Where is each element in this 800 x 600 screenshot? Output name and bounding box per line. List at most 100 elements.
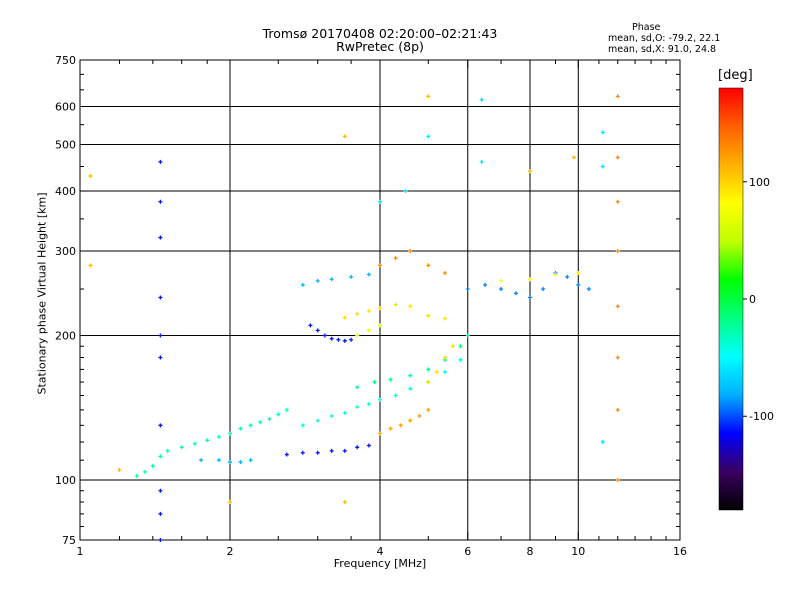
data-point (378, 323, 382, 328)
data-point (216, 458, 221, 463)
data-point (426, 94, 431, 99)
x-axis-label: Frequency [MHz] (333, 557, 427, 570)
colorbar-tick-label: 0 (749, 293, 756, 306)
data-point (499, 278, 504, 283)
data-point (315, 278, 320, 283)
data-point (442, 270, 447, 275)
data-point (322, 333, 327, 338)
data-point (378, 306, 382, 311)
data-point (158, 511, 163, 516)
data-point (398, 423, 403, 428)
data-point (355, 445, 360, 450)
data-point (300, 282, 305, 287)
data-point (165, 448, 170, 453)
data-point (514, 291, 519, 296)
data-point (238, 460, 243, 465)
data-point (571, 155, 576, 160)
data-point (158, 423, 163, 428)
data-point (553, 272, 558, 277)
data-point (479, 97, 484, 102)
data-point (355, 333, 360, 338)
data-point (284, 407, 289, 412)
chart-subtitle: RwPretec (8p) (336, 39, 424, 54)
data-point (308, 323, 313, 328)
data-point (458, 357, 463, 362)
data-point (600, 440, 605, 445)
colorbar (718, 87, 744, 511)
data-point (158, 159, 163, 164)
data-point (417, 413, 422, 418)
data-point (355, 404, 360, 409)
data-point (388, 377, 393, 382)
data-point (248, 458, 253, 463)
data-point (615, 355, 620, 360)
data-point (499, 287, 504, 292)
data-point (248, 423, 253, 428)
data-point (355, 385, 360, 390)
data-point (615, 478, 620, 483)
data-point (267, 417, 272, 422)
data-point (158, 199, 163, 204)
data-point (142, 469, 147, 474)
data-point (458, 344, 463, 349)
data-point (158, 355, 163, 360)
data-point (442, 369, 447, 374)
data-point (576, 282, 581, 287)
data-point (158, 295, 163, 300)
data-point (88, 173, 93, 178)
data-point (134, 473, 139, 478)
data-point (576, 270, 581, 275)
data-point (442, 316, 447, 321)
data-point (349, 274, 354, 279)
data-point (465, 287, 470, 292)
data-point (315, 418, 320, 423)
data-point (479, 159, 484, 164)
data-point (528, 277, 532, 282)
data-point (408, 386, 413, 391)
data-point (403, 189, 408, 194)
data-point (366, 272, 371, 277)
data-point (615, 155, 620, 160)
data-point (393, 393, 398, 398)
data-point (465, 333, 470, 338)
data-point (426, 313, 431, 318)
data-point (434, 369, 439, 374)
data-point (228, 431, 232, 436)
phase-box-title: Phase (632, 22, 661, 33)
data-point (426, 407, 431, 412)
phase-x-stats: mean, sd,X: 91.0, 24.8 (608, 44, 717, 55)
data-point (615, 249, 620, 254)
data-point (88, 263, 93, 268)
data-point (258, 420, 263, 425)
data-point (483, 282, 488, 287)
data-point (342, 338, 347, 343)
data-point (336, 337, 341, 342)
data-point (228, 460, 232, 465)
data-point (426, 380, 431, 385)
data-point (216, 434, 221, 439)
data-point (205, 438, 210, 443)
data-point (615, 94, 620, 99)
data-point (315, 450, 320, 455)
data-point (117, 467, 122, 472)
data-point (349, 337, 354, 342)
data-point (199, 458, 204, 463)
data-point (528, 295, 532, 300)
data-point (315, 328, 320, 333)
y-tick-label: 400 (55, 185, 76, 198)
data-point (450, 344, 455, 349)
data-point (158, 538, 163, 542)
data-point (300, 450, 305, 455)
data-point (408, 304, 413, 309)
phase-o-stats: mean, sd,O: -79.2, 22.1 (608, 33, 721, 44)
x-tick-label: 4 (377, 545, 384, 558)
data-point (528, 169, 532, 174)
data-point (366, 443, 371, 448)
y-tick-label: 500 (55, 139, 76, 152)
x-tick-label: 10 (571, 545, 585, 558)
data-point (329, 448, 334, 453)
data-point (366, 308, 371, 313)
data-point (615, 304, 620, 309)
x-tick-label: 16 (673, 545, 687, 558)
y-axis-label: Stationary phase Virtual Height [km] (35, 192, 49, 395)
